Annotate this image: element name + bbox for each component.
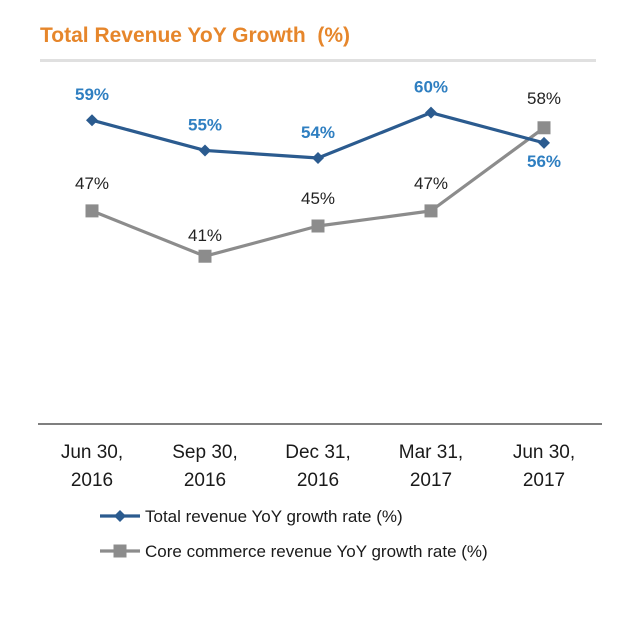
data-label-core-4: 58%	[527, 89, 561, 108]
data-point-core-1	[198, 249, 212, 263]
chart-title: Total Revenue YoY Growth (%)	[40, 24, 350, 47]
data-label-core-2: 45%	[301, 189, 335, 208]
legend-label-0: Total revenue YoY growth rate (%)	[145, 507, 403, 526]
data-label-core-3: 47%	[414, 174, 448, 193]
x-tick-label-0-line-0: Jun 30,	[61, 442, 123, 463]
data-point-core-0	[85, 204, 99, 218]
data-point-core-2	[311, 219, 325, 233]
data-point-total-2	[312, 152, 324, 164]
x-tick-label-4-line-0: Jun 30,	[513, 442, 575, 463]
legend: Total revenue YoY growth rate (%) Core co…	[100, 507, 488, 561]
x-tick-label-1-line-0: Sep 30,	[172, 442, 238, 463]
x-tick-label-1-line-1: 2016	[184, 470, 226, 491]
data-label-total-4: 56%	[527, 152, 561, 171]
data-label-total-2: 54%	[301, 123, 335, 142]
legend-label-1: Core commerce revenue YoY growth rate (%…	[145, 542, 488, 561]
data-label-total-0: 59%	[75, 85, 109, 104]
x-tick-labels: Jun 30, 2016 Sep 30, 2016 Dec 31, 2016 Mar 31,…	[61, 442, 575, 491]
data-label-total-1: 55%	[188, 115, 222, 134]
x-tick-label-4-line-1: 2017	[523, 470, 565, 491]
data-label-total-3: 60%	[414, 78, 448, 97]
data-point-total-3	[425, 106, 437, 119]
data-point-core-3	[424, 204, 438, 218]
data-label-core-1: 41%	[188, 226, 222, 245]
data-label-core-0: 47%	[75, 174, 109, 193]
x-tick-label-3-line-1: 2017	[410, 470, 452, 491]
series-layer: 59% 55% 54% 60% 56% 47% 41% 45% 47% 58%	[75, 78, 561, 263]
x-tick-label-3-line-0: Mar 31,	[399, 442, 463, 463]
x-tick-label-0-line-1: 2016	[71, 470, 113, 491]
data-point-total-1	[199, 144, 211, 157]
data-point-total-0	[86, 114, 98, 127]
legend-marker-0	[114, 510, 126, 522]
x-tick-label-2-line-1: 2016	[297, 470, 339, 491]
x-tick-label-2-line-0: Dec 31,	[285, 442, 350, 463]
title-divider	[40, 59, 596, 62]
legend-marker-1	[113, 544, 127, 558]
data-point-core-4	[537, 121, 551, 135]
data-point-total-4	[538, 136, 550, 149]
